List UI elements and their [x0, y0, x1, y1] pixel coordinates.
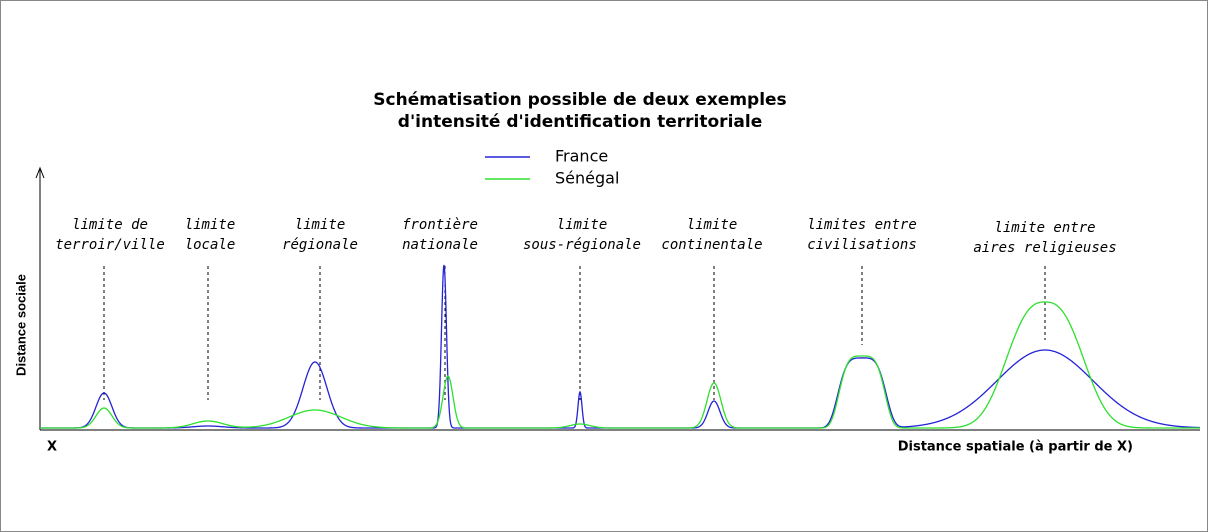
boundary-label: limite — [687, 217, 738, 233]
boundary-label: frontière — [402, 217, 478, 233]
boundary-label: civilisations — [807, 237, 917, 253]
boundary-label: nationale — [402, 237, 478, 253]
boundary-label: limites entre — [807, 217, 917, 233]
origin-label: X — [47, 440, 57, 455]
curve — [40, 301, 1200, 429]
boundary-label: terroir/ville — [55, 237, 165, 253]
boundary-label: régionale — [282, 237, 358, 253]
legend-label: Sénégal — [555, 169, 619, 188]
boundary-label: aires religieuses — [973, 240, 1116, 256]
boundary-label: limite — [185, 217, 236, 233]
title: d'intensité d'identification territorial… — [398, 112, 762, 132]
boundary-label: limite entre — [994, 220, 1095, 236]
legend-label: France — [555, 147, 608, 166]
x-axis-label: Distance spatiale (à partir de X) — [898, 440, 1133, 455]
boundary-label: limite — [295, 217, 346, 233]
boundary-label: sous-régionale — [523, 237, 641, 253]
boundary-label: locale — [185, 237, 236, 253]
boundary-label: continentale — [661, 237, 762, 253]
boundary-label: limite — [557, 217, 608, 233]
title: Schématisation possible de deux exemples — [373, 90, 786, 110]
boundary-label: limite de — [72, 217, 148, 233]
y-axis-label: Distance sociale — [13, 274, 28, 376]
arrow — [35, 166, 45, 179]
